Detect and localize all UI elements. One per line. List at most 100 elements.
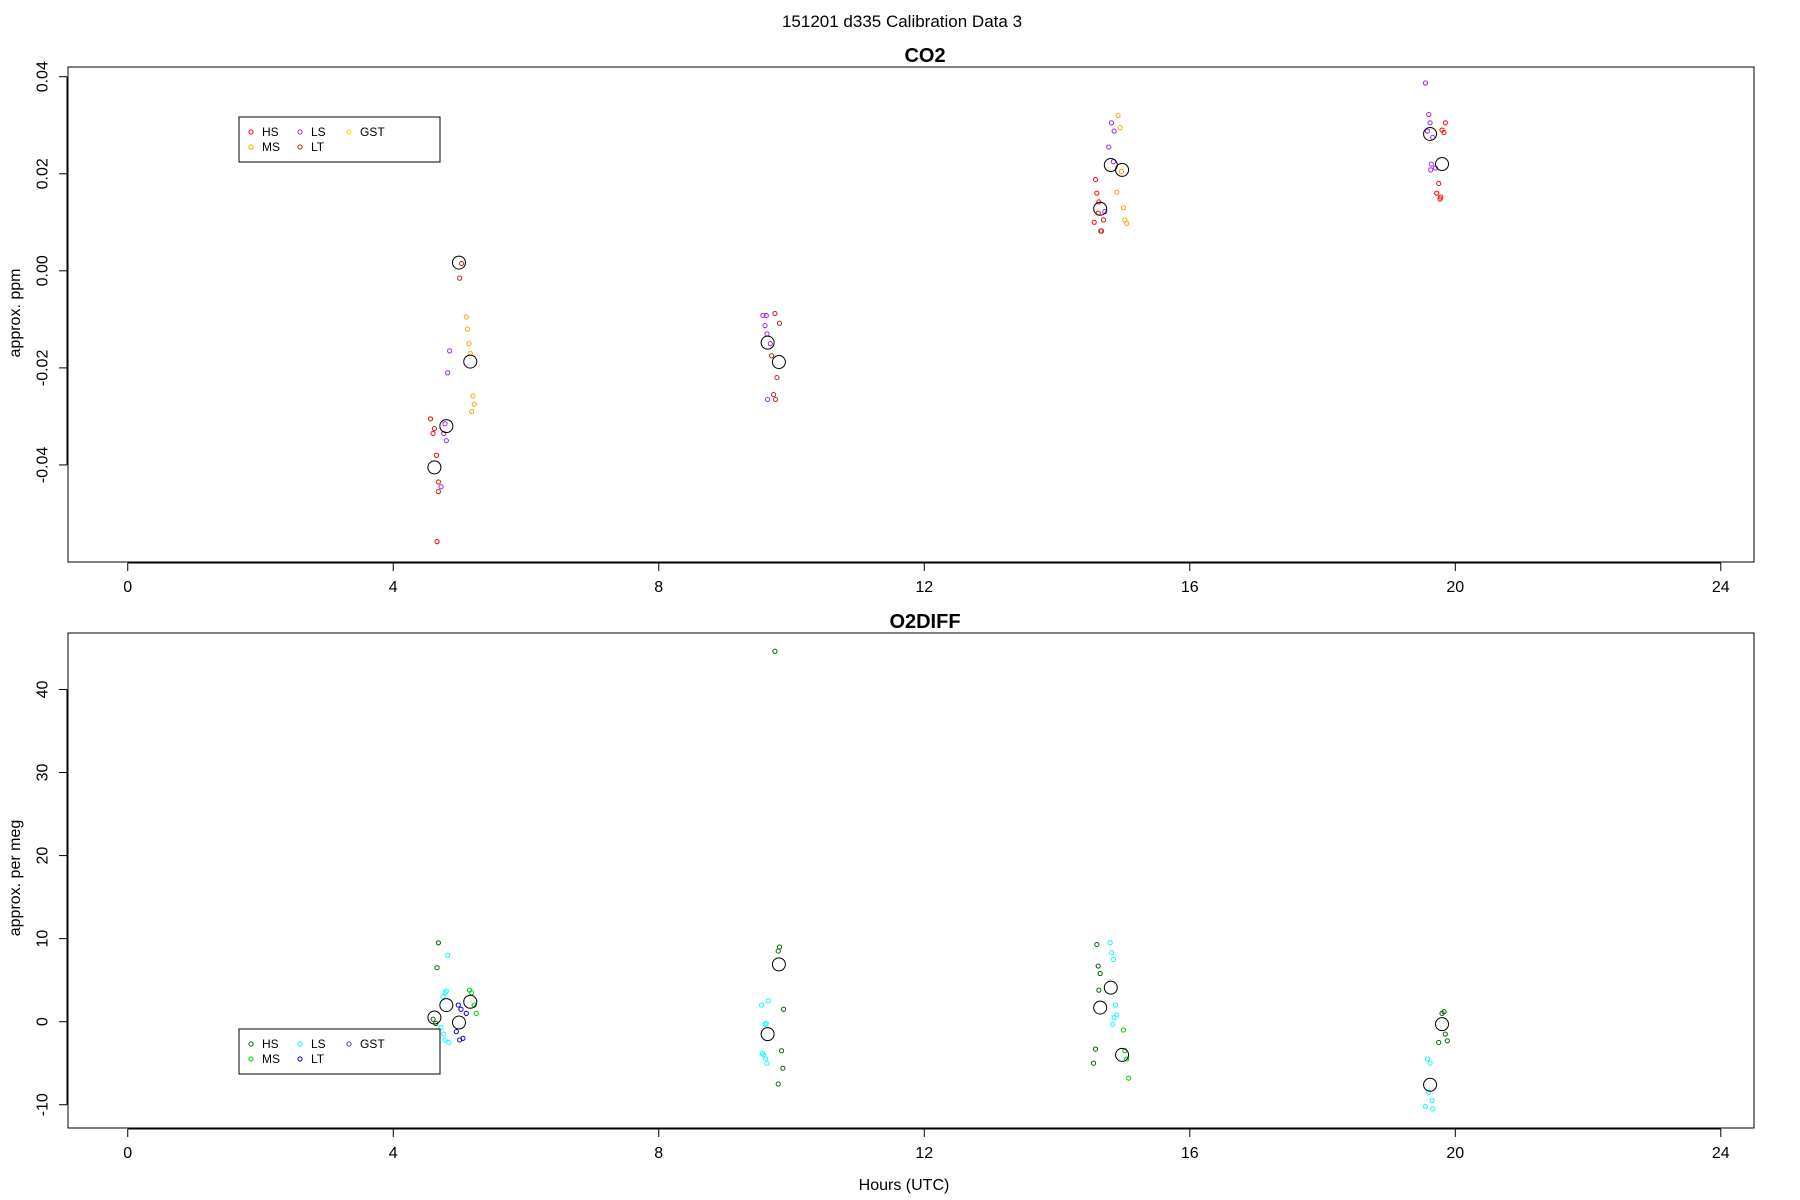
- o2diff-point-hs: [780, 1006, 787, 1012]
- o2diff-point-lt: [453, 1029, 459, 1035]
- o2diff-point-ls: [759, 1002, 765, 1008]
- co2-point-lt: [431, 425, 438, 432]
- o2diff-y-axis-label: approx. per meg: [7, 820, 24, 937]
- o2diff-point-ls: [441, 1031, 447, 1037]
- o2diff-mean-marker: [760, 1027, 775, 1042]
- o2diff-point-ls: [1111, 1014, 1117, 1021]
- co2-x-tick-label: 16: [1181, 579, 1199, 596]
- co2-legend-label-lt: LT: [311, 140, 325, 154]
- o2diff-point-ls: [1112, 1002, 1119, 1008]
- co2-point-ls: [441, 430, 447, 436]
- co2-point-ls: [1428, 167, 1434, 173]
- o2diff-point-hs: [776, 944, 783, 950]
- o2diff-point-hs: [1094, 941, 1100, 948]
- o2diff-panel-title: O2DIFF: [889, 611, 960, 633]
- co2-point-lt: [770, 391, 777, 398]
- co2-point-ms: [471, 401, 477, 407]
- o2diff-y-tick-label: 30: [35, 764, 52, 782]
- co2-y-tick-label: -0.04: [35, 447, 52, 484]
- o2diff-point-hs: [1097, 970, 1103, 977]
- co2-x-tick-label: 0: [123, 579, 132, 596]
- co2-legend-label-gst: GST: [360, 125, 385, 139]
- o2diff-point-ls: [1429, 1097, 1435, 1104]
- co2-point-lt: [769, 353, 775, 359]
- o2diff-y-tick-label: 20: [35, 847, 52, 865]
- co2-x-tick-label: 12: [915, 579, 933, 596]
- o2diff-point-ls: [1427, 1060, 1433, 1066]
- o2diff-series-hs: [430, 648, 1450, 1087]
- o2diff-point-ls: [1107, 940, 1113, 946]
- o2diff-point-hs: [1090, 1060, 1097, 1066]
- co2-point-ls: [1426, 111, 1432, 118]
- o2diff-point-ls: [1426, 1089, 1432, 1095]
- o2diff-mean-marker: [1423, 1077, 1438, 1092]
- o2diff-x-tick-label: 4: [389, 1145, 398, 1162]
- o2diff-y-tick-label: 40: [35, 680, 52, 698]
- o2diff-point-lt: [463, 1010, 469, 1016]
- co2-legend-marker-ls: [297, 129, 303, 135]
- o2diff-mean-marker: [463, 994, 478, 1009]
- o2diff-x-tick-label: 8: [654, 1145, 663, 1162]
- o2diff-legend-marker-ls: [297, 1041, 303, 1047]
- o2diff-mean-markers: [427, 957, 1450, 1092]
- co2-point-ls: [1427, 120, 1433, 126]
- co2-point-ls: [447, 348, 453, 354]
- co2-point-ms: [468, 408, 475, 415]
- o2diff-point-ms: [1126, 1075, 1132, 1081]
- o2diff-point-lt: [458, 1006, 464, 1012]
- o2diff-legend-marker-gst: [346, 1041, 352, 1047]
- co2-point-ms: [1118, 168, 1125, 174]
- o2diff-mean-marker: [439, 998, 454, 1013]
- o2diff-y-tick-label: -10: [35, 1093, 52, 1116]
- co2-point-lt: [457, 275, 463, 281]
- co2-y-tick-label: 0.04: [35, 61, 52, 92]
- o2diff-point-hs: [430, 1016, 436, 1022]
- co2-point-lt: [776, 320, 783, 326]
- o2diff-legend-label-hs: HS: [262, 1037, 279, 1051]
- co2-point-ls: [445, 370, 451, 376]
- co2-point-lt: [774, 374, 780, 381]
- o2diff-point-ls: [1108, 950, 1115, 956]
- co2-point-ms: [1117, 125, 1123, 131]
- o2diff-point-hs: [1096, 987, 1102, 993]
- co2-y-tick-label: -0.02: [35, 350, 52, 387]
- co2-point-ls: [1106, 144, 1112, 150]
- co2-point-hs: [1434, 190, 1440, 196]
- o2diff-point-ls: [446, 1039, 452, 1046]
- co2-point-hs: [427, 416, 434, 422]
- o2diff-point-lt: [455, 1002, 461, 1008]
- o2diff-mean-marker: [1103, 980, 1118, 995]
- o2diff-legend-label-gst: GST: [360, 1037, 385, 1051]
- o2diff-mean-marker: [1435, 1017, 1450, 1032]
- o2diff-point-ls: [440, 994, 446, 1000]
- co2-point-hs: [434, 539, 440, 545]
- o2diff-series-lt: [453, 1002, 469, 1043]
- o2diff-legend-label-ms: MS: [262, 1052, 280, 1066]
- o2diff-point-ls: [1430, 1106, 1436, 1112]
- o2diff-panel: O2DIFF approx. per meg 0 4 8 12 16 20 24 -10 0 10…: [7, 611, 1755, 1162]
- co2-point-hs: [1442, 120, 1448, 126]
- co2-point-hs: [1441, 129, 1447, 136]
- co2-legend-label-hs: HS: [262, 125, 279, 139]
- o2diff-point-ms: [1124, 1056, 1130, 1062]
- o2diff-point-hs: [780, 1065, 786, 1071]
- co2-legend-marker-hs: [248, 129, 254, 135]
- co2-point-hs: [1094, 190, 1100, 196]
- co2-point-ms: [466, 341, 472, 347]
- co2-x-tick-label: 4: [389, 579, 398, 596]
- o2diff-x-tick-label: 20: [1446, 1145, 1464, 1162]
- co2-plot-frame: [67, 66, 1755, 563]
- co2-point-ls: [764, 331, 770, 337]
- o2diff-point-ls: [1110, 1021, 1116, 1027]
- o2diff-plot-frame: [67, 632, 1755, 1129]
- co2-point-hs: [1100, 217, 1107, 223]
- co2-series-lt: [431, 228, 1104, 495]
- o2diff-mean-marker: [1115, 1047, 1130, 1062]
- o2diff-point-ls: [1422, 1103, 1429, 1110]
- co2-y-tick-label: 0.02: [35, 158, 52, 189]
- co2-point-ls: [442, 421, 448, 427]
- o2diff-x-tick-label: 12: [915, 1145, 933, 1162]
- co2-mean-marker: [760, 335, 775, 350]
- o2diff-x-tick-label: 0: [123, 1145, 132, 1162]
